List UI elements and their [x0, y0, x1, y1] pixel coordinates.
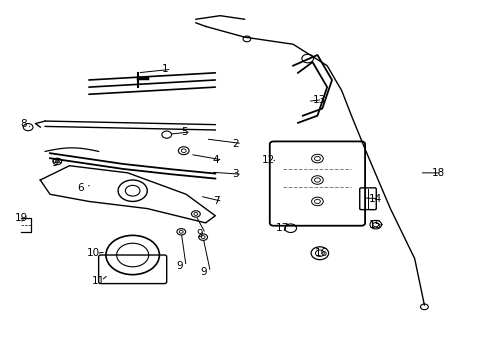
Text: 1: 1: [162, 64, 168, 74]
Text: 13: 13: [312, 95, 325, 105]
Text: 10: 10: [86, 248, 100, 258]
Text: 9: 9: [196, 229, 202, 239]
Text: 2: 2: [232, 139, 239, 149]
Text: 11: 11: [91, 276, 104, 286]
Text: 17: 17: [276, 223, 289, 233]
Text: 14: 14: [368, 194, 381, 203]
Text: 4: 4: [212, 155, 219, 165]
Text: 3: 3: [232, 169, 239, 179]
Text: 7: 7: [212, 197, 219, 206]
Text: 19: 19: [15, 212, 28, 222]
Text: 16: 16: [314, 248, 327, 258]
Text: 8: 8: [20, 118, 26, 129]
Text: 18: 18: [431, 168, 444, 178]
Text: 6: 6: [77, 183, 83, 193]
Text: 12: 12: [261, 156, 274, 165]
Text: 15: 15: [368, 220, 381, 230]
Text: 9: 9: [51, 158, 58, 168]
Text: 9: 9: [176, 261, 183, 271]
Text: 9: 9: [201, 267, 207, 277]
Text: 5: 5: [181, 127, 187, 137]
